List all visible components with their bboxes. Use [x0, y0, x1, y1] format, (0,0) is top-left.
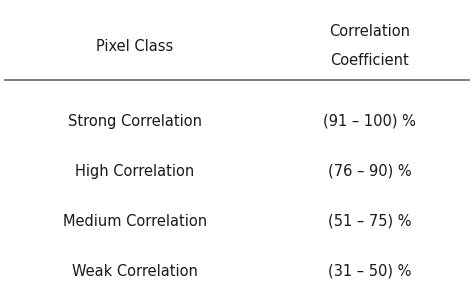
Text: (76 – 90) %: (76 – 90) % — [328, 164, 411, 179]
Text: (31 – 50) %: (31 – 50) % — [328, 264, 411, 279]
Text: Pixel Class: Pixel Class — [97, 39, 173, 55]
Text: Medium Correlation: Medium Correlation — [63, 214, 207, 229]
Text: (51 – 75) %: (51 – 75) % — [328, 214, 411, 229]
Text: Correlation: Correlation — [329, 24, 410, 39]
Text: Strong Correlation: Strong Correlation — [68, 114, 202, 129]
Text: High Correlation: High Correlation — [75, 164, 195, 179]
Text: (91 – 100) %: (91 – 100) % — [323, 114, 416, 129]
Text: Weak Correlation: Weak Correlation — [72, 264, 198, 279]
Text: Coefficient: Coefficient — [330, 53, 409, 68]
